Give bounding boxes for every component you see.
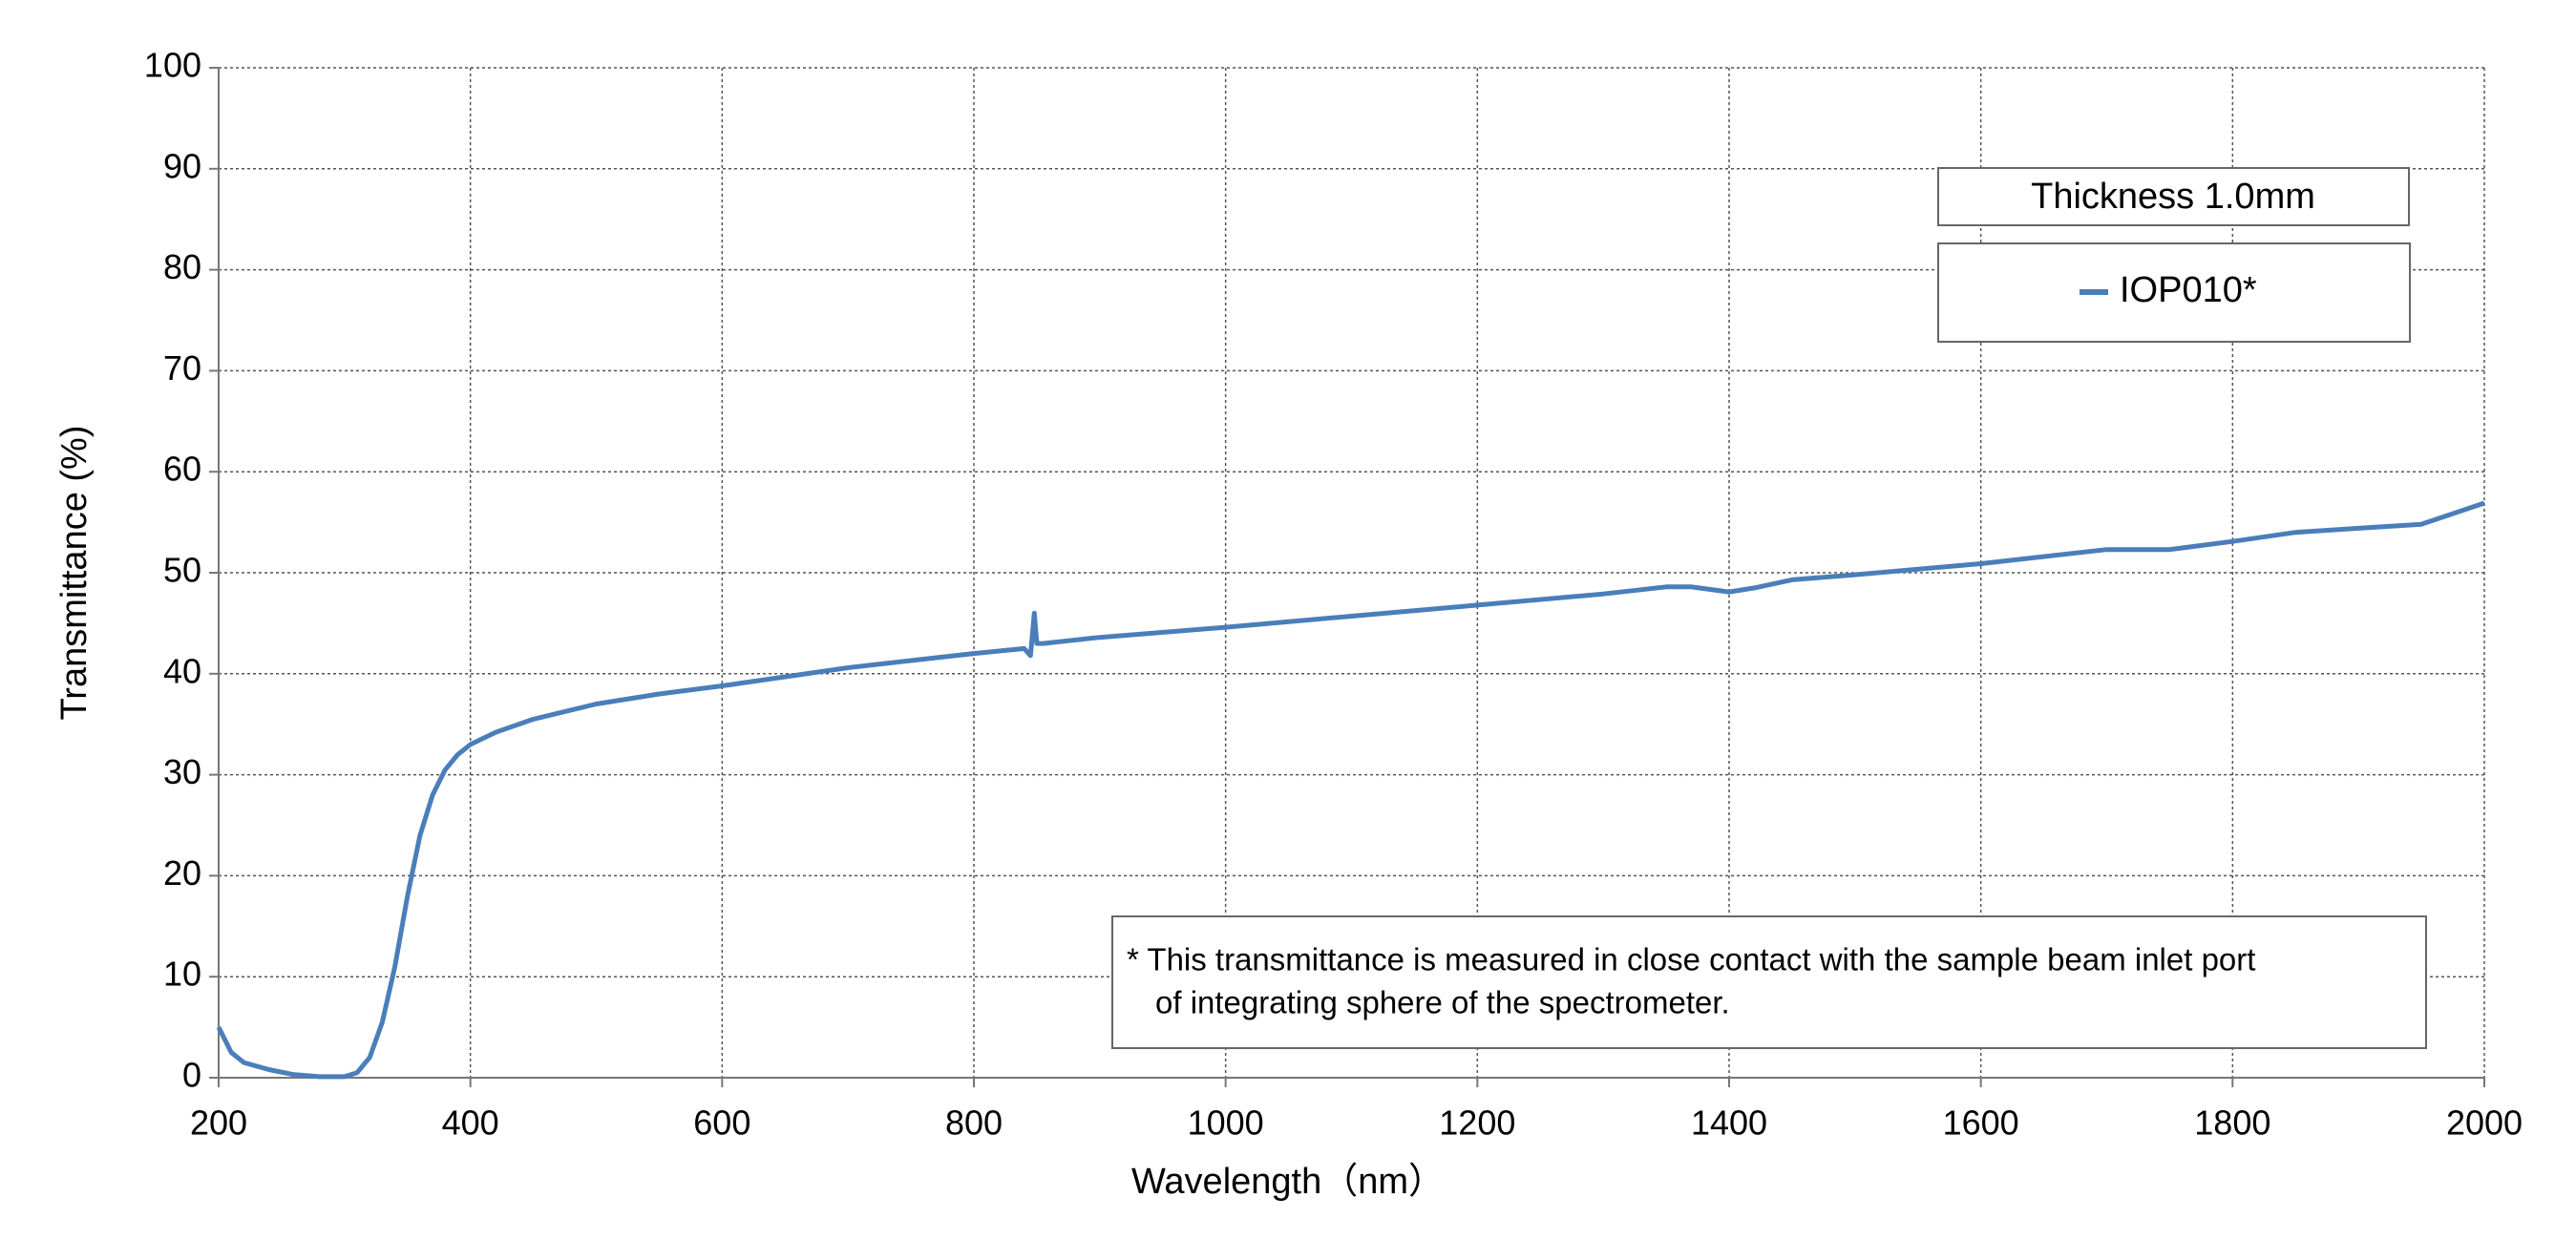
- x-tick-label: 200: [190, 1103, 247, 1143]
- x-tick-label: 1200: [1439, 1103, 1515, 1143]
- annotation-box: [1111, 915, 2427, 1049]
- x-tick-label: 1400: [1691, 1103, 1767, 1143]
- y-tick-label: 100: [144, 46, 201, 85]
- legend-label: IOP010*: [2120, 270, 2257, 310]
- y-tick-label: 30: [163, 752, 201, 791]
- y-tick-label: 50: [163, 551, 201, 590]
- y-tick-label: 20: [163, 853, 201, 893]
- x-tick-label: 400: [442, 1103, 499, 1143]
- x-tick-label: 1800: [2194, 1103, 2270, 1143]
- x-tick-label: 600: [693, 1103, 750, 1143]
- y-tick-label: 60: [163, 450, 201, 489]
- grid: [218, 67, 2485, 1079]
- x-tick-label: 2000: [2446, 1103, 2523, 1143]
- legend-box: [1937, 242, 2411, 343]
- y-tick-label: 70: [163, 348, 201, 388]
- annotation-line: of integrating sphere of the spectromete…: [1155, 985, 1730, 1020]
- y-tick-label: 0: [182, 1056, 201, 1095]
- y-tick-label: 10: [163, 955, 201, 994]
- legend-title-box: [1937, 167, 2410, 226]
- y-tick-label: 80: [163, 247, 201, 286]
- x-tick-label: 1000: [1188, 1103, 1264, 1143]
- annotation-line: * This transmittance is measured in clos…: [1127, 942, 2255, 977]
- x-tick-label: 800: [945, 1103, 1003, 1143]
- y-tick-label: 90: [163, 146, 201, 185]
- y-axis-title: Transmittance (%): [54, 426, 95, 721]
- x-axis-title: Wavelength（nm）: [1131, 1162, 1445, 1202]
- x-tick-label: 1600: [1943, 1103, 2019, 1143]
- legend-title: Thickness 1.0mm: [2031, 177, 2315, 217]
- data-line: [216, 500, 2485, 1080]
- y-tick-label: 40: [163, 651, 201, 690]
